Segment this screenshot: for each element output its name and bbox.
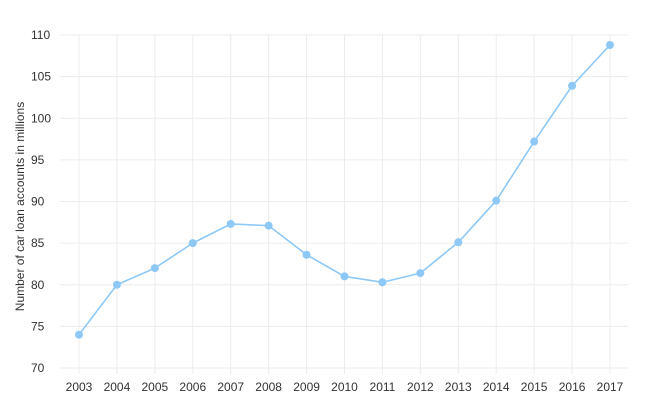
- data-point[interactable]: [378, 278, 387, 287]
- data-point[interactable]: [150, 264, 159, 273]
- x-tick-label: 2008: [255, 380, 282, 394]
- data-point[interactable]: [340, 272, 349, 281]
- y-tick-label: 70: [31, 361, 45, 375]
- y-tick-label: 100: [31, 111, 51, 125]
- data-point[interactable]: [226, 219, 235, 228]
- x-axis-ticks: 2003 2004 2005 2006 2007 2008 2009 2010 2011 2012…: [66, 380, 624, 394]
- y-axis-title: Number of car loan accounts in millions: [13, 102, 27, 311]
- x-tick-label: 2017: [597, 380, 624, 394]
- data-point[interactable]: [492, 196, 501, 205]
- y-tick-label: 90: [31, 195, 45, 209]
- x-tick-label: 2005: [142, 380, 169, 394]
- series-group: [75, 40, 614, 339]
- data-point[interactable]: [112, 280, 121, 289]
- data-point[interactable]: [568, 81, 577, 90]
- data-point[interactable]: [530, 137, 539, 146]
- y-tick-label: 95: [31, 153, 45, 167]
- x-tick-label: 2010: [331, 380, 358, 394]
- y-axis-ticks: 70 75 80 85 90 95 100 105 110: [31, 28, 51, 375]
- x-tick-label: 2016: [559, 380, 586, 394]
- x-tick-label: 2011: [370, 380, 396, 394]
- y-tick-label: 85: [31, 236, 45, 250]
- x-tick-label: 2014: [483, 380, 510, 394]
- x-tick-label: 2012: [407, 380, 434, 394]
- y-tick-label: 75: [31, 319, 45, 333]
- data-point[interactable]: [302, 250, 311, 259]
- x-tick-label: 2006: [179, 380, 206, 394]
- data-point[interactable]: [264, 221, 273, 230]
- data-point[interactable]: [416, 269, 425, 278]
- data-point[interactable]: [188, 239, 197, 248]
- y-tick-label: 105: [31, 70, 51, 84]
- x-tick-label: 2003: [66, 380, 93, 394]
- x-tick-label: 2013: [445, 380, 472, 394]
- data-point[interactable]: [75, 330, 83, 339]
- grid: [60, 34, 628, 374]
- x-tick-label: 2015: [521, 380, 548, 394]
- x-tick-label: 2009: [293, 380, 320, 394]
- y-tick-label: 110: [31, 28, 50, 42]
- x-tick-label: 2004: [104, 380, 131, 394]
- y-tick-label: 80: [31, 278, 45, 292]
- data-point[interactable]: [454, 238, 463, 247]
- x-tick-label: 2007: [217, 380, 244, 394]
- data-point[interactable]: [606, 40, 614, 49]
